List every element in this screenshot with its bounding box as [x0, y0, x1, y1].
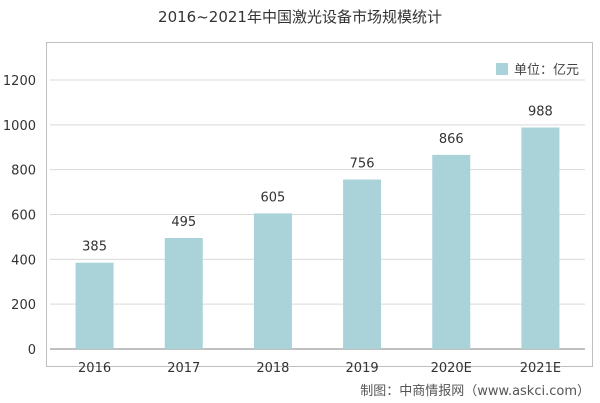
y-tick-label: 400: [11, 253, 36, 268]
data-label: 866: [439, 132, 464, 147]
legend-swatch: [496, 62, 508, 75]
y-tick-label: 600: [11, 209, 36, 224]
bar: [521, 127, 560, 349]
data-label: 988: [528, 105, 553, 120]
chart-frame: [46, 42, 593, 367]
data-label: 495: [171, 215, 196, 230]
bar: [432, 154, 471, 349]
bar: [164, 238, 203, 349]
y-tick-label: 800: [11, 164, 36, 179]
legend: 单位：亿元: [496, 59, 579, 78]
bar: [253, 213, 292, 349]
bar: [75, 262, 114, 349]
data-label: 385: [82, 240, 107, 255]
x-tick-label: 2017: [167, 361, 200, 376]
legend-label: 单位：亿元: [514, 63, 580, 78]
x-tick-label: 2018: [256, 361, 289, 376]
x-tick-label: 2020E: [431, 361, 472, 376]
y-tick-label: 200: [11, 298, 36, 313]
y-tick-label: 1000: [3, 119, 36, 134]
x-tick-label: 2021E: [520, 361, 561, 376]
x-tick-label: 2019: [346, 361, 379, 376]
source-note: 制图：中商情报网（www.askci.com）: [360, 384, 590, 399]
data-label: 756: [350, 157, 375, 172]
y-tick-label: 1200: [3, 74, 36, 89]
data-label: 605: [261, 190, 286, 205]
bar: [343, 179, 382, 349]
x-tick-label: 2016: [78, 361, 111, 376]
chart-title: 2016~2021年中国激光设备市场规模统计: [158, 8, 442, 26]
y-tick-label: 0: [28, 343, 36, 358]
